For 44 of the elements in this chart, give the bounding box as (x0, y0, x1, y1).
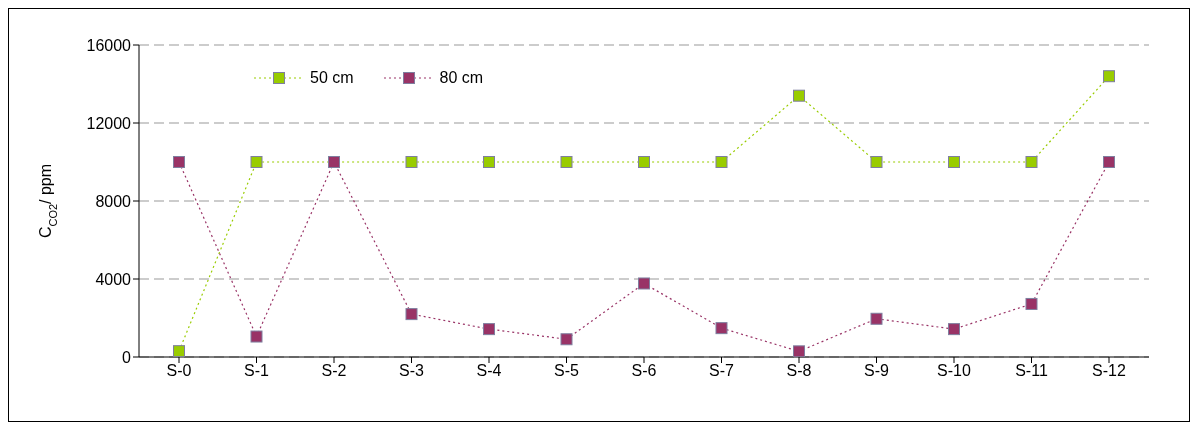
point (1025, 156, 1038, 168)
x-tick-label: S-11 (1015, 362, 1048, 380)
point (870, 156, 883, 168)
point (173, 345, 185, 357)
point (870, 312, 883, 325)
y-tick-label: 12000 (86, 114, 132, 132)
point (250, 330, 263, 343)
x-tick-label: S-3 (399, 362, 425, 380)
point (948, 156, 960, 168)
x-tick-label: S-12 (1092, 362, 1126, 380)
y-tick-label: 8000 (95, 192, 132, 210)
point (250, 156, 263, 168)
point (638, 277, 650, 290)
x-tick-label: S-0 (166, 362, 192, 380)
y-tick-label: 16000 (86, 36, 132, 54)
legend-label: 50 cm (310, 69, 354, 87)
point (715, 156, 728, 168)
x-tick-label: S-9 (864, 362, 890, 380)
y-tick-label: 4000 (95, 270, 132, 288)
x-tick-label: S-4 (476, 362, 502, 380)
x-tick-label: S-5 (554, 362, 580, 380)
point (1103, 156, 1115, 168)
point (1025, 297, 1038, 310)
x-tick-label: S-10 (937, 362, 971, 380)
point (483, 156, 495, 168)
point (715, 322, 728, 335)
x-tick-label: S-6 (631, 362, 657, 380)
legend-label: 80 cm (439, 69, 484, 87)
point (948, 323, 960, 336)
x-tick-label: S-2 (321, 362, 347, 380)
x-tick-label: S-7 (709, 362, 735, 380)
point (405, 308, 418, 321)
point (1103, 70, 1115, 83)
point (173, 156, 185, 168)
point (560, 333, 573, 346)
point (793, 89, 805, 102)
point (793, 345, 805, 357)
x-tick-label: S-1 (244, 362, 270, 380)
x-tick-label: S-8 (786, 362, 812, 380)
point (405, 156, 418, 168)
point (560, 156, 573, 168)
y-tick-label: 0 (122, 348, 132, 366)
point (483, 323, 495, 336)
point (638, 156, 650, 168)
